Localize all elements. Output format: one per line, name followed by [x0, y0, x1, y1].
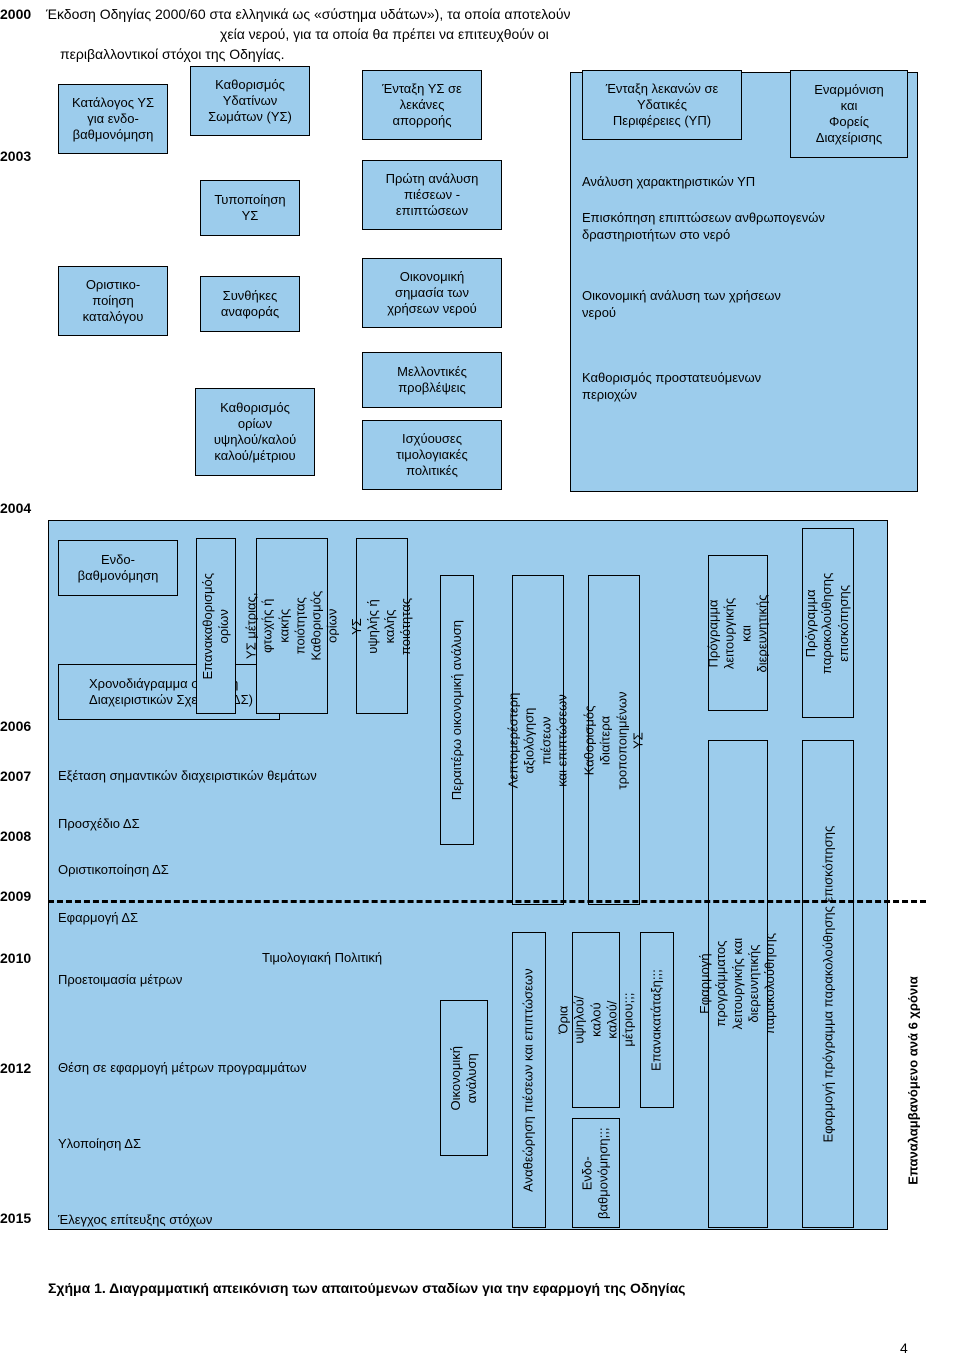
year-2000: 2000	[0, 6, 44, 22]
txt-prog-ld: Πρόγραμμα λειτουργικής και διερευνητικής	[706, 594, 771, 672]
year-2006: 2006	[0, 718, 44, 734]
txt-peraitero: Περαιτέρω οικονομική ανάλυση	[449, 620, 465, 800]
box-catalog: Κατάλογος ΥΣ για ενδο- βαθμονόμηση	[58, 84, 168, 154]
page: Έκδοση Οδηγίας 2000/60 στα ελληνικά ως «…	[0, 0, 960, 1371]
bg-line1: Έκδοση Οδηγίας 2000/60 στα ελληνικά ως «…	[46, 6, 940, 22]
year-2004: 2004	[0, 500, 44, 516]
year-2015: 2015	[0, 1210, 44, 1226]
bg-line2: χεία νερού, για τα οποία θα πρέπει να επ…	[220, 26, 940, 42]
box-peraitero: Περαιτέρω οικονομική ανάλυση	[440, 575, 474, 845]
txt-epanakatataxi: Επανακατάταξη;;;	[649, 969, 665, 1071]
year-2010: 2010	[0, 950, 44, 966]
box-define-ys: Καθορισμός Υδατίνων Σωμάτων (ΥΣ)	[190, 66, 310, 136]
box-ys-metrias: ΥΣ μέτριας, φτωχής ή κακής ποιότητας Καθ…	[256, 538, 328, 714]
label-episkopisi: Επισκόπηση επιπτώσεων ανθρωπογενών δραστ…	[582, 210, 902, 244]
year-2012: 2012	[0, 1060, 44, 1076]
label-oikonomiki-anal: Οικονομική ανάλυση των χρήσεων νερού	[582, 288, 902, 322]
txt-idiaitera: Καθορισμός ιδιαίτερα τροποποιημένων ΥΣ	[582, 691, 647, 789]
box-oikonomiki2: Οικονομική ανάλυση	[440, 1000, 488, 1156]
figure-caption: Σχήμα 1. Διαγραμματική απεικόνιση των απ…	[48, 1280, 940, 1296]
ms-proetoimasia: Προετοιμασία μέτρων	[58, 972, 182, 987]
box-epanak: Επανακαθορισμός ορίων	[196, 538, 236, 714]
ms-efarmogi: Εφαρμογή ΔΣ	[58, 910, 138, 925]
box-prog-ld: Πρόγραμμα λειτουργικής και διερευνητικής	[708, 555, 768, 711]
ms-ylopoiisi: Υλοποίηση ΔΣ	[58, 1136, 141, 1151]
box-endovath2: Ενδο- βαθμονόμηση;;;	[572, 1118, 620, 1228]
box-anatheorisi: Αναθεώρηση πιέσεων και επιπτώσεων	[512, 932, 546, 1228]
box-epanakatataxi: Επανακατάταξη;;;	[640, 932, 674, 1108]
label-epanalamb: Επαναλαμβανόμενο ανά 6 χρόνια	[906, 976, 921, 1184]
box-proti-analisi: Πρώτη ανάλυση πιέσεων - επιπτώσεων	[362, 160, 502, 230]
box-mellontikes: Μελλοντικές προβλέψεις	[362, 352, 502, 408]
box-prog-pe: Πρόγραμμα παρακολούθησης επισκόπησης	[802, 528, 854, 718]
box-kathorismos-orion: Καθορισμός ορίων υψηλού/καλού καλού/μέτρ…	[195, 388, 315, 476]
box-xronodiagramma: Χρονοδιάγραμμα σύνταξη Διαχειριστικών Σχ…	[58, 664, 280, 720]
txt-leptomer: Λεπτομερέστερη αξιολόγηση πιέσεων και επ…	[506, 692, 571, 788]
year-2007: 2007	[0, 768, 44, 784]
box-endovath: Ενδο- βαθμονόμηση	[58, 540, 178, 596]
txt-oikonomiki2: Οικονομική ανάλυση	[448, 1046, 481, 1110]
ms-timologiaki: Τιμολογιακή Πολιτική	[262, 950, 382, 967]
txt-oria-yk: Όρια υψηλού/καλού καλού/μέτριου;;;	[555, 993, 636, 1047]
box-leptomer: Λεπτομερέστερη αξιολόγηση πιέσεων και επ…	[512, 575, 564, 905]
label-kathorismos-prost: Καθορισμός προστατευόμενων περιοχών	[582, 370, 902, 404]
box-entaxi-yp: Ένταξη λεκανών σε Υδατικές Περιφέρειες (…	[582, 70, 742, 140]
ms-prosxedio: Προσχέδιο ΔΣ	[58, 816, 140, 831]
box-ys-ypsilis: ΥΣ υψηλής ή καλής ποιότητας	[356, 538, 408, 714]
txt-epanak: Επανακαθορισμός ορίων	[200, 573, 233, 680]
box-typopoiisi: Τυποποίηση ΥΣ	[200, 180, 300, 236]
txt-ys-ypsilis: ΥΣ υψηλής ή καλής ποιότητας	[350, 597, 415, 654]
box-efarmogi-pe: Εφαρμογή πρόγραμμα παρακολούθησης επισκό…	[802, 740, 854, 1228]
ms-exetasi: Εξέταση σημαντικών διαχειριστικών θεμάτω…	[58, 768, 317, 783]
txt-efarmogi-pe: Εφαρμογή πρόγραμμα παρακολούθησης επισκό…	[820, 826, 836, 1143]
ms-elegxos: Έλεγχος επίτευξης στόχων	[58, 1212, 212, 1227]
box-idiaitera: Καθορισμός ιδιαίτερα τροποποιημένων ΥΣ	[588, 575, 640, 905]
box-oristiko-cat: Οριστικο- ποίηση καταλόγου	[58, 266, 168, 336]
year-2003: 2003	[0, 148, 44, 164]
box-isxyouses: Ισχύουσες τιμολογιακές πολιτικές	[362, 420, 502, 490]
txt-ys-metrias: ΥΣ μέτριας, φτωχής ή κακής ποιότητας Καθ…	[243, 590, 341, 662]
txt-prog-pe: Πρόγραμμα παρακολούθησης επισκόπησης	[804, 572, 853, 673]
txt-anatheorisi: Αναθεώρηση πιέσεων και επιπτώσεων	[521, 968, 537, 1191]
txt-endovath2: Ενδο- βαθμονόμηση;;;	[580, 1127, 613, 1218]
label-analysi-yp: Ανάλυση χαρακτηριστικών ΥΠ	[582, 174, 902, 191]
box-oria-yk: Όρια υψηλού/καλού καλού/μέτριου;;;	[572, 932, 620, 1108]
box-entaxi-lekanes: Ένταξη ΥΣ σε λεκάνες απορροής	[362, 70, 482, 140]
box-oikonomiki1: Οικονομική σημασία των χρήσεων νερού	[362, 258, 502, 328]
bg-line3: περιβαλλοντικοί στόχοι της Οδηγίας.	[60, 46, 285, 62]
box-synthikes: Συνθήκες αναφοράς	[200, 276, 300, 332]
dash-2009	[48, 900, 926, 903]
year-2008: 2008	[0, 828, 44, 844]
txt-efarmogi-ld: Εφαρμογή προγράμματος λειτουργικής και δ…	[697, 933, 778, 1034]
page-number: 4	[900, 1340, 908, 1356]
year-2009: 2009	[0, 888, 44, 904]
ms-oristikopoiisi: Οριστικοποίηση ΔΣ	[58, 862, 169, 877]
box-efarmogi-ld: Εφαρμογή προγράμματος λειτουργικής και δ…	[708, 740, 768, 1228]
box-enarmonisi: Εναρμόνιση και Φορείς Διαχείρισης	[790, 70, 908, 158]
ms-thesi: Θέση σε εφαρμογή μέτρων προγραμμάτων	[58, 1060, 307, 1075]
